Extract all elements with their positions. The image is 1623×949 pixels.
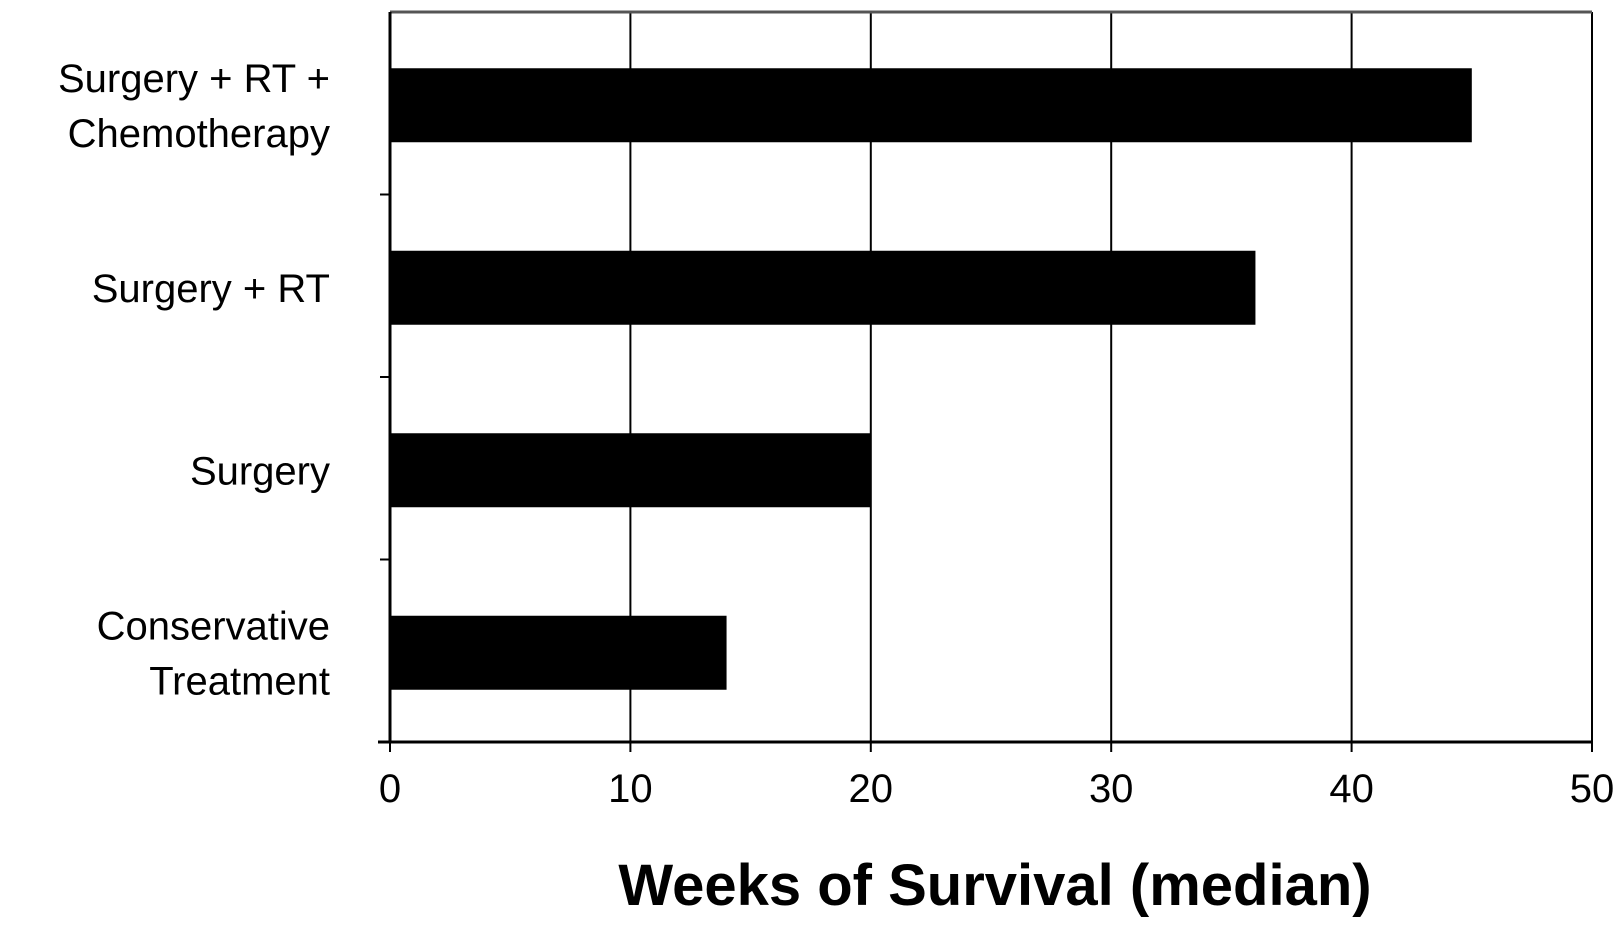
bar: [390, 250, 1256, 325]
bar: [390, 68, 1472, 143]
x-axis-title: Weeks of Survival (median): [618, 853, 1371, 918]
category-label: Treatment: [149, 659, 330, 703]
labels-layer: 0 10 20 30 40 50 Surgery + RT + Chemotherapy Sur…: [58, 57, 1614, 811]
category-label: Surgery: [190, 449, 330, 493]
category-label: Surgery + RT: [92, 267, 330, 311]
axis-layer: [378, 10, 1593, 752]
x-tick-label: 20: [849, 767, 894, 811]
category-label: Surgery + RT +: [58, 57, 330, 101]
x-tick-label: 50: [1570, 767, 1615, 811]
x-tick-label: 0: [379, 767, 401, 811]
category-label: Chemotherapy: [68, 112, 330, 156]
x-tick-label: 10: [608, 767, 653, 811]
bars-layer: [390, 68, 1472, 690]
x-tick-label: 30: [1089, 767, 1134, 811]
bar: [390, 615, 727, 690]
x-tick-label: 40: [1329, 767, 1374, 811]
category-label: Conservative: [97, 604, 330, 648]
bar: [390, 433, 871, 508]
